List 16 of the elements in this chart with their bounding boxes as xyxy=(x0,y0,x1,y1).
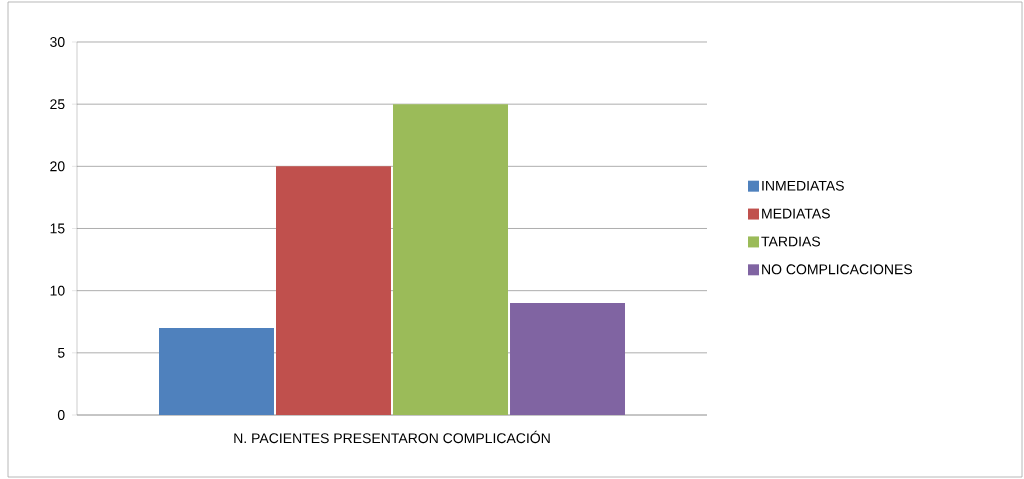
legend-label: NO COMPLICACIONES xyxy=(762,264,913,275)
x-tick-label: N. PACIENTES PRESENTARON COMPLICACIÓN xyxy=(234,430,550,444)
legend-label: INMEDIATAS xyxy=(762,180,844,191)
y-tick-label: 0 xyxy=(57,410,65,420)
bar xyxy=(276,166,392,415)
legend-label: MEDIATAS xyxy=(762,208,830,219)
bar xyxy=(159,327,275,415)
y-tick-label: 5 xyxy=(57,347,65,358)
bar xyxy=(393,104,509,415)
y-tick-label: 15 xyxy=(50,223,65,234)
legend-label: TARDIAS xyxy=(761,236,821,247)
bar xyxy=(510,303,626,415)
y-tick-label: 30 xyxy=(50,37,65,47)
y-tick-label: 10 xyxy=(50,285,65,296)
y-tick-label: 25 xyxy=(50,99,65,110)
y-tick-label: 20 xyxy=(50,161,65,172)
